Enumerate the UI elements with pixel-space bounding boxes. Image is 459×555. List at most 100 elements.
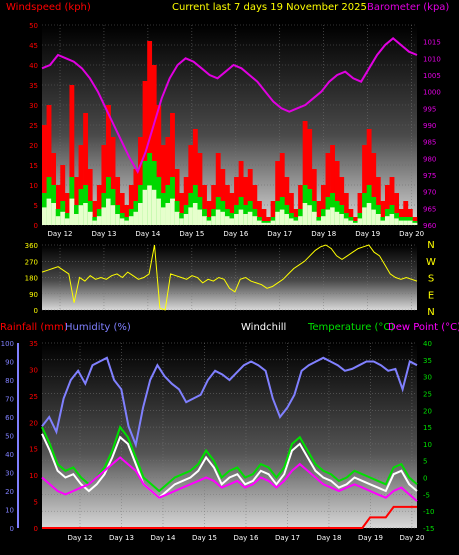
day-label: Day 20 (399, 534, 424, 542)
humidity-tick-label: 90 (5, 359, 14, 367)
gust-bar (42, 125, 47, 225)
wind-day-ticks: Day 12 Day 13 Day 14 Day 15 Day 16 Day 17 Day … (48, 230, 425, 238)
wind-average-bar (320, 216, 326, 225)
wind-average-bar (64, 218, 70, 225)
barometer-line (41, 36, 418, 174)
wind-average-bar (307, 205, 313, 225)
wind-average-bar (330, 207, 335, 225)
wind-average-bar (348, 220, 354, 225)
wind-average-bar (215, 209, 221, 225)
windspeed-tick-label: 5 (34, 202, 38, 210)
wind-average-bar (60, 211, 66, 225)
barometer-tick-label: 1010 (423, 55, 441, 63)
gust-bar (156, 105, 162, 225)
temp-day-ticks: Day 12 Day 13 Day 14 Day 15 Day 16 Day 17 Day … (68, 534, 425, 542)
gust-bar (151, 65, 157, 225)
rain-tick-label: 15 (29, 446, 38, 454)
gust-bar (339, 177, 345, 225)
wind-average-bar (224, 216, 230, 225)
wind-average-bar (284, 214, 290, 225)
temp-tick-label: -5 (423, 491, 430, 499)
wind-average-bar (412, 222, 418, 225)
wind-average-bar (394, 218, 400, 225)
wind-average-bar (156, 198, 162, 225)
gust-bar (183, 177, 189, 225)
gust-bar (115, 177, 121, 225)
gust-bar (101, 145, 107, 225)
gust-bar (247, 169, 253, 225)
wind-average-bar (407, 220, 413, 225)
gust-bar (197, 153, 203, 225)
windspeed-tick-label: 50 (29, 22, 38, 30)
gust-bar (307, 129, 313, 225)
wind-average-bar (371, 209, 377, 225)
wind-average-bar (220, 211, 226, 225)
gust-bar (284, 177, 290, 225)
gust-bar (78, 145, 84, 225)
wind-average-bar (247, 211, 253, 225)
barometer-tick-label: 1015 (423, 39, 441, 47)
rainfall-label: Rainfall (mm) (0, 322, 68, 333)
windspeed-tick-label: 45 (29, 42, 38, 50)
humidity-axis-ticks: 0 10 20 30 40 50 60 70 80 90 100 (1, 340, 14, 533)
humidity-tick-label: 10 (5, 507, 14, 515)
barometer-tick-label: 980 (423, 155, 436, 163)
wind-average-bar (55, 216, 61, 225)
day-label: Day 16 (233, 534, 259, 542)
gust-bar (46, 105, 52, 225)
day-label: Day 19 (358, 534, 383, 542)
temp-plot-area (42, 343, 417, 528)
windspeed-tick-label: 40 (29, 62, 38, 70)
wind-average-bar (42, 207, 47, 225)
gust-bar (188, 145, 194, 225)
gust-bar (238, 161, 244, 225)
barometer-tick-label: 985 (423, 139, 436, 147)
direction-degree-label: 270 (25, 258, 38, 266)
day-label: Day 15 (192, 534, 217, 542)
rain-axis-ticks: 0 5 10 15 20 25 30 35 (29, 340, 38, 533)
wind-average-bar (311, 211, 317, 225)
gust-bar (110, 137, 116, 225)
gust-bar (64, 193, 70, 225)
wind-average-bar (206, 220, 212, 225)
gust-bar (202, 185, 207, 225)
gust-bar (192, 129, 198, 225)
wind-average-bar (403, 220, 409, 225)
wind-average-bar (288, 218, 294, 225)
wind-average-bar (275, 211, 281, 225)
gust-bar (362, 145, 367, 225)
temp-tick-label: 20 (423, 407, 432, 415)
dewpoint-line (41, 456, 418, 502)
gust-bar (69, 85, 75, 225)
wind-average-bar (101, 207, 107, 225)
wind-average-bar (78, 205, 84, 225)
humidity-tick-label: 70 (5, 396, 14, 404)
direction-degree-label: 0 (34, 307, 38, 315)
wind-average-bar (119, 218, 125, 225)
rain-tick-label: 10 (29, 472, 38, 480)
wind-average-bar (142, 189, 148, 225)
temp-tick-label: 10 (423, 441, 432, 449)
gust-bar (371, 153, 377, 225)
wind-average-bar (165, 203, 171, 225)
wind-average-bar (170, 198, 175, 225)
wind-average-bar (151, 189, 157, 225)
wind-average-bar (279, 209, 285, 225)
gust-bar (302, 121, 308, 225)
gust-bar (60, 165, 66, 225)
wind-average-bar (124, 220, 130, 225)
rain-tick-label: 35 (29, 340, 38, 348)
gust-bar (366, 129, 372, 225)
gust-bar (270, 201, 276, 225)
windspeed-tick-label: 25 (29, 122, 38, 130)
gust-bar (83, 113, 89, 225)
temperature-line (41, 425, 418, 493)
humidity-tick-label: 40 (5, 451, 14, 459)
dewpoint-label: Dew Point (°C) (388, 322, 459, 333)
gust-bar (74, 177, 79, 225)
wind-average-bar (106, 198, 111, 225)
gust-bar (179, 193, 185, 225)
gust-bar (380, 201, 386, 225)
gust-bar (119, 193, 125, 225)
